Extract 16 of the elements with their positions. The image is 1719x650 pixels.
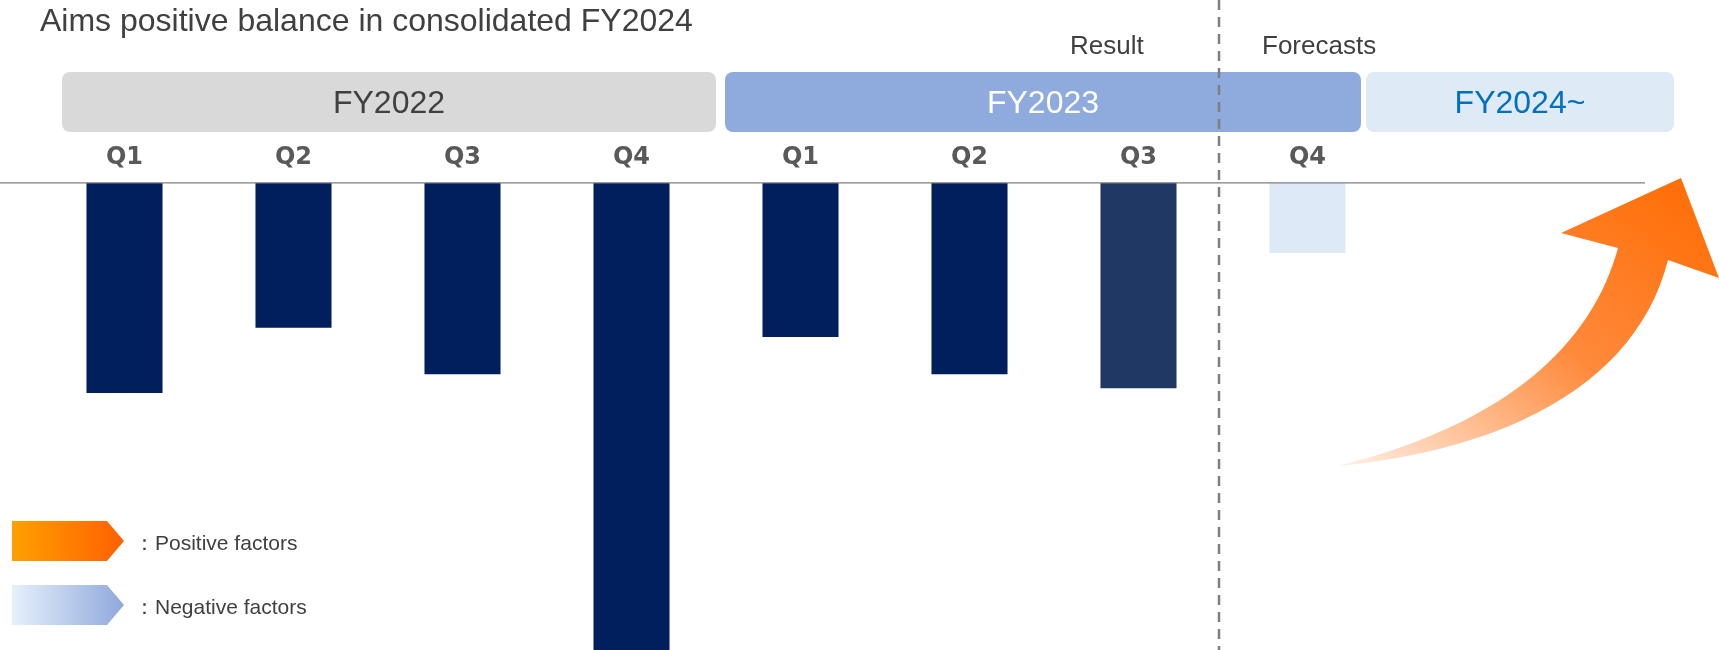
x-tick-label: Q4 <box>612 141 651 170</box>
chart-title: Aims positive balance in consolidated FY2024 <box>40 2 693 39</box>
text: FY2023 <box>725 72 1361 132</box>
annotation: ：Negative factors <box>134 594 307 620</box>
x-tick-label: Q1 <box>105 141 144 170</box>
text: Forecasts <box>1262 30 1377 61</box>
x-tick-label: Q4 <box>1288 141 1327 170</box>
x-tick-label: Q1 <box>781 141 820 170</box>
text: FY2022 <box>62 72 716 132</box>
x-tick-label: Q3 <box>1119 141 1158 170</box>
text: FY2024~ <box>1366 72 1674 132</box>
annotation: ：Positive factors <box>134 530 298 556</box>
x-tick-label: Q2 <box>950 141 989 170</box>
text: Result <box>1070 30 1144 61</box>
x-tick-label: Q2 <box>274 141 313 170</box>
x-tick-label: Q3 <box>443 141 482 170</box>
